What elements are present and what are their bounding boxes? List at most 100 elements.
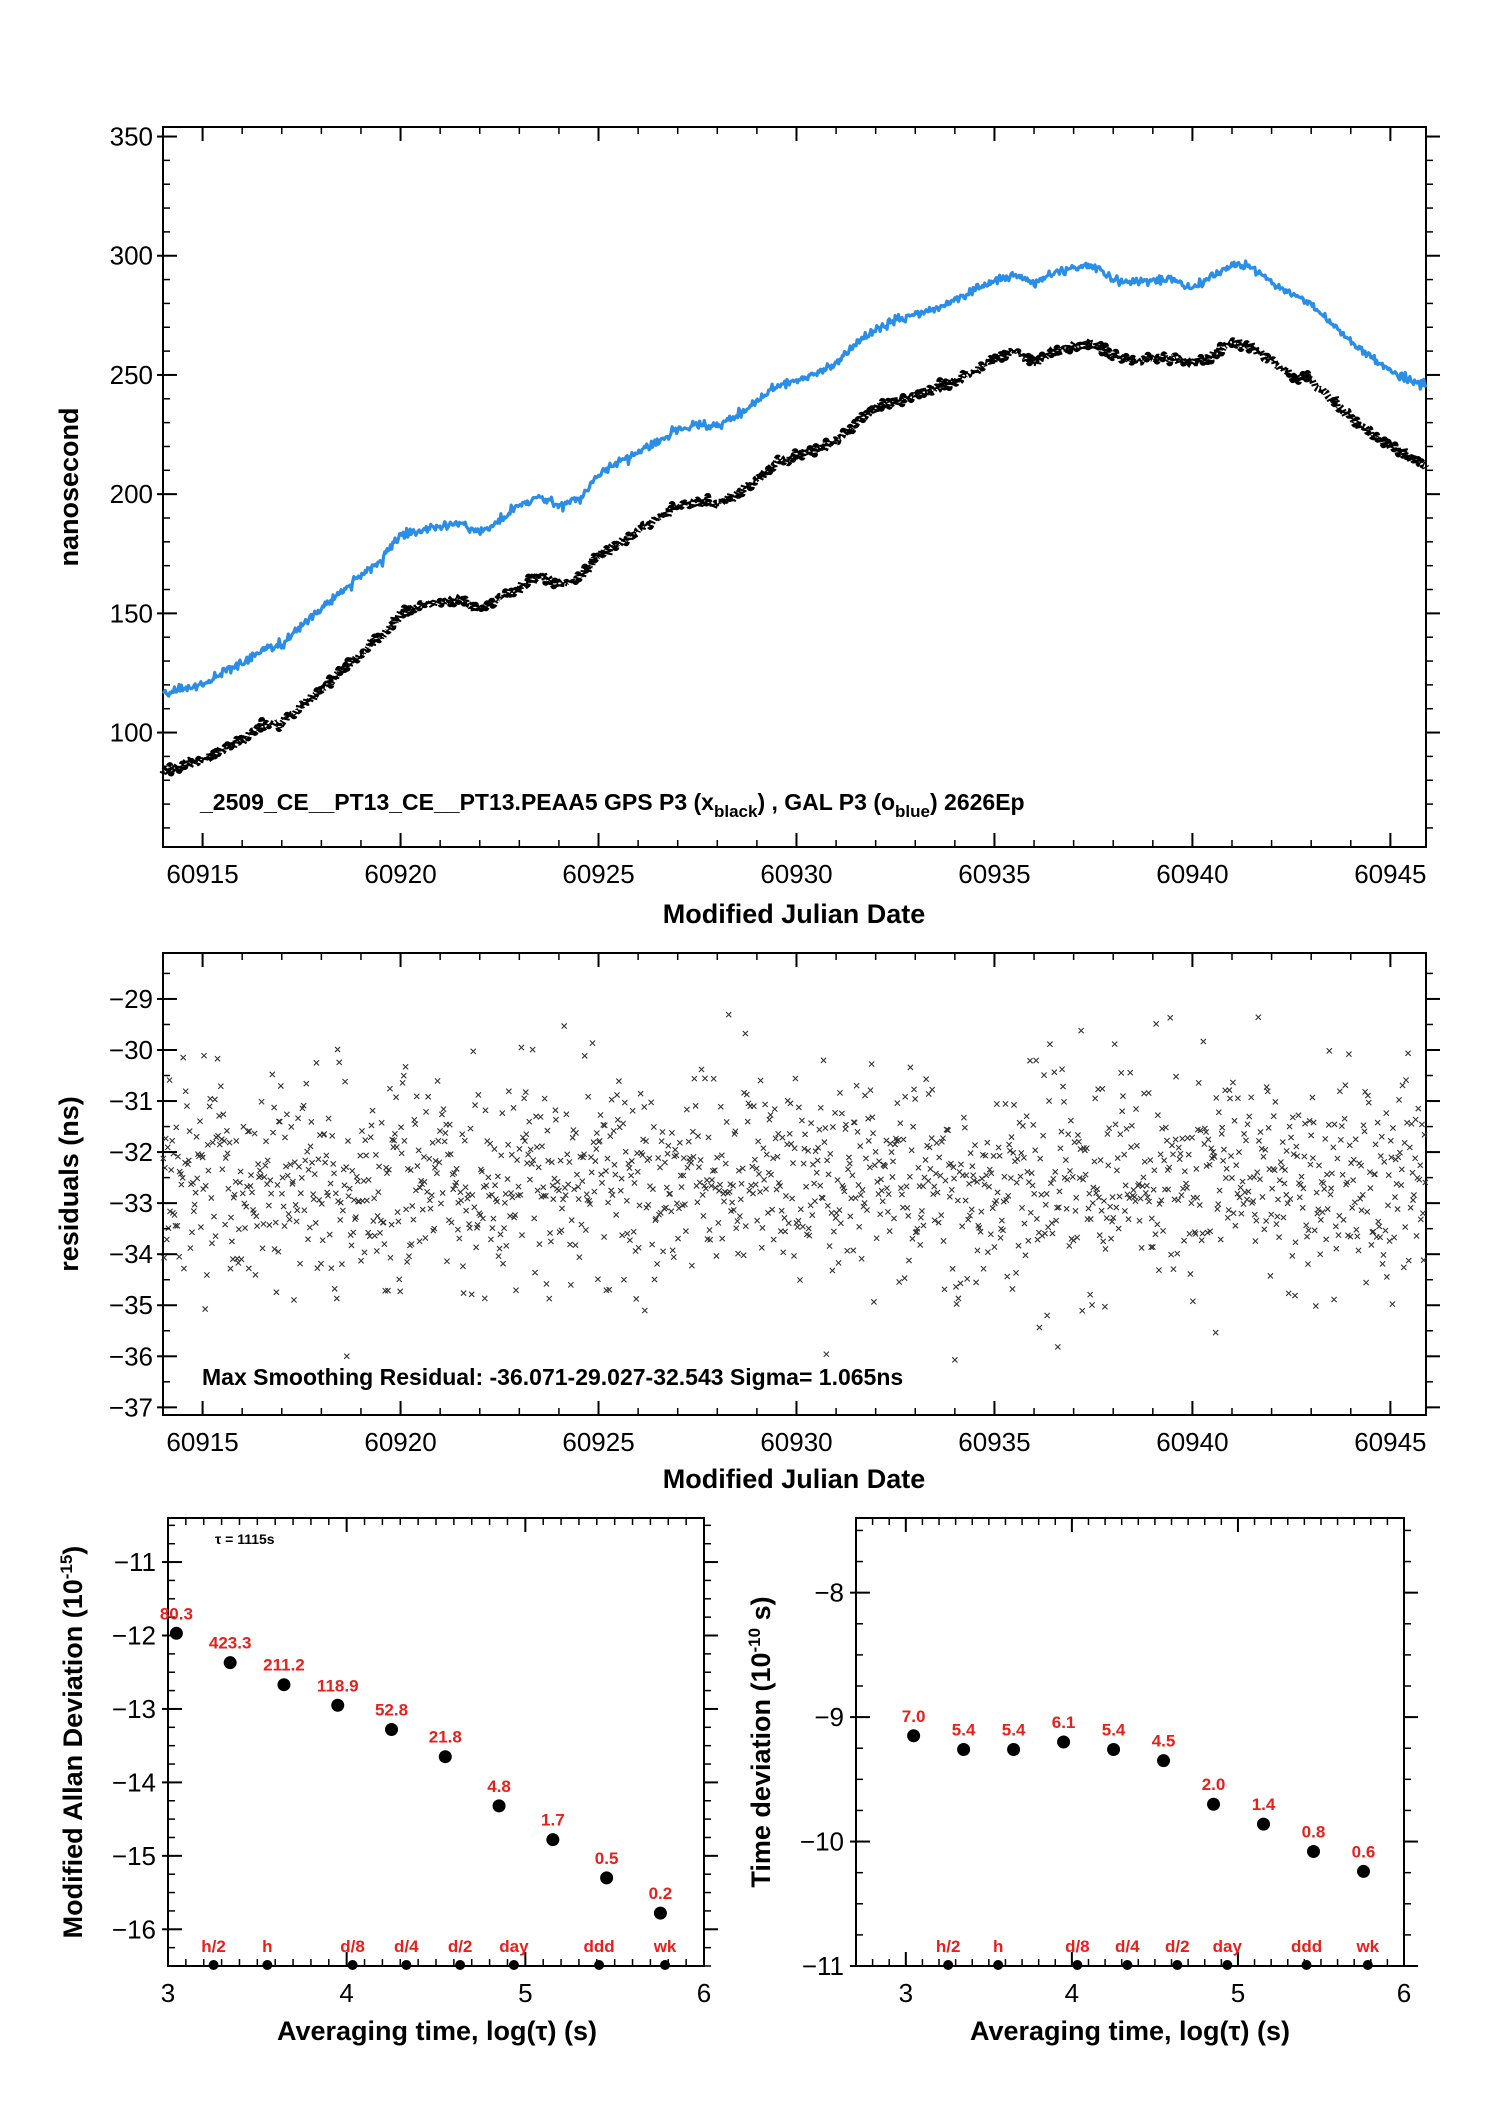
residual-point (596, 1137, 603, 1144)
residual-point (692, 1102, 699, 1109)
residual-point (1124, 1191, 1131, 1198)
residual-point (523, 1131, 530, 1138)
residual-point (1028, 1170, 1035, 1177)
residual-point (1257, 1129, 1264, 1136)
residual-point (1133, 1142, 1140, 1149)
residual-point (342, 1078, 349, 1085)
residual-point (1060, 1083, 1066, 1090)
residual-point (489, 1225, 496, 1232)
residual-point (626, 1165, 633, 1172)
residual-point (594, 1276, 601, 1283)
residual-point (667, 1190, 674, 1197)
residual-point (645, 1201, 652, 1208)
mdev-y-tick-label: −16 (112, 1914, 156, 1944)
residual-point (256, 1167, 263, 1174)
residual-point (589, 1040, 596, 1047)
residual-point (542, 1192, 549, 1199)
mdev-point (385, 1723, 399, 1737)
tdev-tau-label: ddd (1291, 1937, 1322, 1956)
residual-point (1404, 1119, 1411, 1126)
residual-point (360, 1177, 367, 1184)
residual-point (1394, 1206, 1401, 1213)
residual-point (572, 1242, 579, 1249)
residual-point (572, 1129, 579, 1136)
residual-point (900, 1136, 907, 1143)
residual-point (205, 1167, 212, 1174)
residual-point (1103, 1215, 1110, 1222)
residual-point (678, 1184, 685, 1191)
residual-point (304, 1148, 311, 1155)
residual-point (1144, 1194, 1151, 1201)
residual-point (1350, 1156, 1357, 1163)
residual-point (371, 1195, 378, 1202)
residual-point (227, 1265, 234, 1272)
residual-point (1212, 1329, 1219, 1336)
residual-point (1325, 1121, 1332, 1128)
residual-point (838, 1110, 845, 1117)
residual-point (817, 1104, 824, 1111)
residual-point (797, 1206, 804, 1213)
residual-point (1333, 1245, 1340, 1252)
residual-point (1015, 1242, 1022, 1249)
residuals-x-axis-title: Modified Julian Date (663, 1464, 926, 1494)
residual-point (1405, 1257, 1412, 1264)
residual-point (748, 1182, 755, 1189)
residual-point (560, 1196, 567, 1203)
residual-point (388, 1221, 395, 1228)
residual-point (619, 1232, 626, 1239)
residual-point (745, 1100, 752, 1107)
residual-point (711, 1167, 718, 1174)
residual-point (696, 1179, 703, 1186)
residual-point (1331, 1121, 1338, 1128)
residual-point (510, 1104, 517, 1111)
residual-point (1054, 1343, 1061, 1350)
residual-point (413, 1093, 420, 1100)
tdev-tau-label: d/4 (1115, 1937, 1140, 1956)
residual-point (216, 1141, 223, 1148)
residual-point (1400, 1264, 1407, 1271)
tdev-tau-marker (943, 1960, 954, 1970)
residual-point (670, 1254, 677, 1261)
residual-point (1119, 1093, 1126, 1100)
residual-point (172, 1222, 179, 1229)
mdev-point-label: 21.8 (429, 1728, 462, 1747)
residual-point (886, 1228, 893, 1235)
residual-point (1251, 1211, 1258, 1218)
residual-point (1073, 1194, 1080, 1201)
residual-point (1220, 1157, 1227, 1164)
residual-point (462, 1184, 469, 1191)
residual-point (548, 1159, 555, 1166)
residual-point (499, 1110, 506, 1117)
residual-point (1046, 1097, 1053, 1104)
residual-point (732, 1128, 739, 1135)
residual-point (815, 1144, 822, 1151)
residual-point (628, 1158, 635, 1165)
residual-point (755, 1138, 762, 1145)
residual-point (1253, 1217, 1260, 1224)
residual-point (196, 1153, 203, 1160)
residual-point (733, 1225, 740, 1232)
residual-point (394, 1209, 401, 1216)
residual-point (754, 1217, 761, 1224)
residual-point (1350, 1177, 1357, 1184)
residual-point (517, 1191, 524, 1198)
residual-point (751, 1156, 758, 1163)
residual-point (780, 1249, 787, 1256)
tdev-tau-marker (1222, 1960, 1233, 1970)
residual-point (456, 1235, 463, 1242)
residual-point (354, 1178, 361, 1185)
residual-point (1168, 1251, 1175, 1258)
residual-point (1203, 1129, 1210, 1136)
residual-point (936, 1154, 943, 1161)
residual-point (604, 1155, 611, 1162)
residual-point (233, 1137, 240, 1144)
residual-point (1263, 1084, 1270, 1091)
residual-point (502, 1190, 509, 1197)
residual-point (827, 1150, 834, 1157)
residual-point (1021, 1220, 1028, 1227)
residual-point (945, 1127, 952, 1134)
residual-point (1261, 1226, 1268, 1233)
residual-point (904, 1204, 911, 1211)
residual-point (557, 1157, 564, 1164)
residual-point (214, 1055, 221, 1062)
